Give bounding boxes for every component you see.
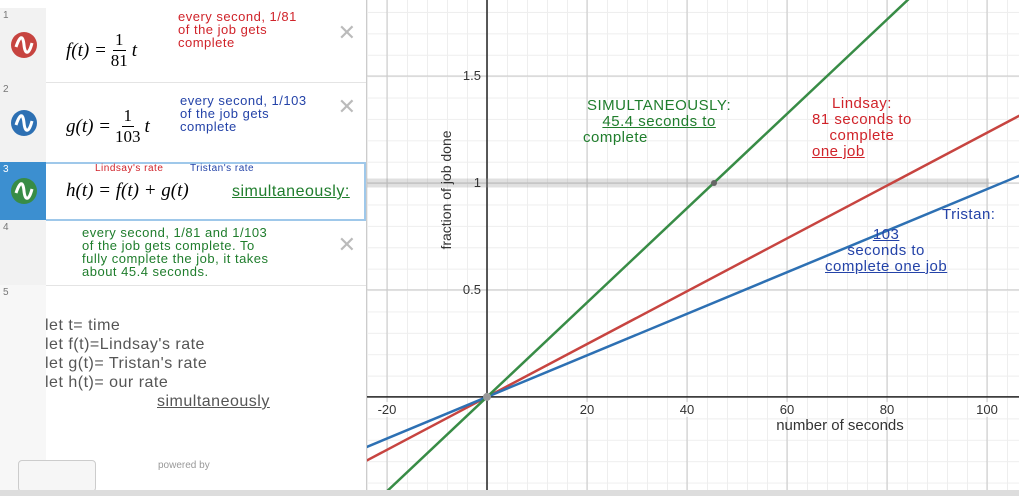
x-axis-label: number of seconds bbox=[776, 417, 904, 434]
expression-row[interactable]: 3 h(t) = f(t) + g(t) bbox=[0, 162, 366, 221]
number: 2 bbox=[3, 84, 9, 95]
annotation-line: one job bbox=[812, 143, 865, 160]
number: 5 bbox=[3, 287, 9, 298]
y-tick-label: 1.5 bbox=[463, 68, 481, 83]
numerator: 1 bbox=[113, 30, 126, 51]
x-tick-label: 60 bbox=[780, 402, 794, 417]
note-line: complete bbox=[180, 119, 237, 134]
expression-row[interactable]: 1 f(t) = 1 81 t ✕ bbox=[0, 8, 366, 83]
numerator: 1 bbox=[121, 106, 135, 127]
empty-row[interactable]: 5 bbox=[0, 285, 366, 490]
denominator: 103 bbox=[115, 127, 141, 146]
bottom-bar bbox=[0, 490, 1019, 496]
annotation: 103 seconds to complete one job bbox=[825, 227, 947, 275]
note: simultaneously: bbox=[232, 183, 350, 200]
color-icon[interactable] bbox=[11, 178, 37, 204]
annotation: SIMULTANEOUSLY: 45.4 seconds to complete bbox=[583, 97, 732, 146]
y-tick-label: 0.5 bbox=[463, 282, 481, 297]
y-axis-label: fraction of job done bbox=[438, 130, 454, 249]
fraction: 1 81 bbox=[111, 30, 128, 71]
note-line: let g(t)= Tristan's rate bbox=[45, 355, 208, 372]
annotation: Lindsay: 81 seconds to complete one job bbox=[812, 96, 912, 160]
note-line: of the job gets bbox=[178, 22, 268, 37]
note-line: let h(t)= our rate bbox=[45, 374, 169, 391]
annotation-line: 81 seconds to bbox=[812, 111, 912, 128]
note-row[interactable]: 4 ✕ bbox=[0, 220, 366, 286]
delete-button[interactable]: ✕ bbox=[337, 232, 356, 257]
intersection-point bbox=[711, 179, 717, 186]
origin-point bbox=[483, 392, 491, 401]
note: every second, 1/81 and 1/103 of the job g… bbox=[82, 226, 269, 278]
annotation: Tristan: bbox=[942, 206, 996, 223]
annotation-line: 103 bbox=[872, 226, 900, 243]
color-icon[interactable] bbox=[11, 32, 37, 58]
formula: f(t) = 1 81 t bbox=[66, 30, 137, 71]
x-tick-label: 40 bbox=[680, 402, 694, 417]
note-line: let t= time bbox=[45, 317, 121, 334]
note: Lindsay's rate bbox=[95, 163, 164, 174]
lhs: g(t) = bbox=[66, 115, 112, 137]
color-icon[interactable] bbox=[11, 110, 37, 136]
expression-row[interactable]: 2 g(t) = 1 103 t ✕ bbox=[0, 82, 366, 163]
row-number: 4 bbox=[0, 220, 46, 285]
note-line: every second, 1/81 and 1/103 bbox=[82, 225, 268, 240]
formula-text: h(t) = f(t) + g(t) bbox=[66, 180, 189, 201]
note-line: every second, 1/103 bbox=[180, 93, 307, 108]
formula: h(t) = f(t) + g(t) bbox=[66, 180, 189, 202]
annotation-line: complete bbox=[829, 127, 895, 144]
note: Tristan's rate bbox=[190, 163, 255, 174]
note-line: of the job gets bbox=[180, 106, 270, 121]
plot: -20 20 40 60 80 100 0.5 1 1.5 number of seconds fr… bbox=[367, 0, 1019, 490]
formula: g(t) = 1 103 t bbox=[66, 106, 150, 147]
note: let t= time let f(t)=Lindsay's rate let g(… bbox=[45, 316, 270, 411]
tick-label-bg bbox=[675, 401, 699, 417]
tick-label-bg bbox=[775, 401, 799, 417]
annotation-line: SIMULTANEOUSLY: bbox=[587, 97, 732, 114]
lhs: f(t) = bbox=[66, 39, 107, 61]
delete-button[interactable]: ✕ bbox=[337, 20, 356, 45]
number: 3 bbox=[3, 164, 9, 175]
variable: t bbox=[144, 115, 150, 137]
fraction: 1 103 bbox=[115, 106, 141, 147]
annotation-line: Lindsay: bbox=[832, 95, 892, 112]
tick-label-bg bbox=[975, 401, 999, 417]
number: 1 bbox=[3, 10, 9, 21]
variable: t bbox=[131, 39, 138, 61]
graph-paper[interactable]: -20 20 40 60 80 100 0.5 1 1.5 number of seconds fr… bbox=[367, 0, 1019, 490]
x-tick-label: 20 bbox=[580, 402, 594, 417]
x-tick-label: 80 bbox=[880, 402, 894, 417]
note-line: fully complete the job, it takes bbox=[82, 251, 269, 266]
annotation-line: complete one job bbox=[825, 258, 948, 275]
y-tick-label: 1 bbox=[474, 175, 481, 190]
annotation-line: seconds to bbox=[847, 242, 925, 259]
annotation-line: 45.4 seconds to bbox=[602, 113, 716, 130]
powered-by: powered by bbox=[158, 460, 210, 471]
denominator: 81 bbox=[110, 51, 128, 70]
delete-button[interactable]: ✕ bbox=[337, 94, 356, 119]
note: every second, 1/81 of the job gets complet… bbox=[178, 10, 297, 49]
note-line: about 45.4 seconds. bbox=[82, 264, 209, 279]
note-line: complete bbox=[178, 35, 235, 50]
note: every second, 1/103 of the job gets comple… bbox=[180, 94, 307, 133]
keyboard-button[interactable] bbox=[18, 460, 96, 492]
tick-label-bg bbox=[875, 401, 899, 417]
row-number: 5 bbox=[0, 285, 46, 490]
tick-label-bg bbox=[575, 401, 599, 417]
expression-list: 1 f(t) = 1 81 t ✕ 2 g(t) = 1 103 t ✕ 3 h(t) = … bbox=[0, 0, 367, 492]
note-line: simultaneously bbox=[157, 393, 270, 410]
tick-label-bg bbox=[375, 401, 399, 417]
x-tick-label: 100 bbox=[976, 402, 998, 417]
x-tick-label: -20 bbox=[378, 402, 397, 417]
note-line: of the job gets complete. To bbox=[82, 238, 255, 253]
note-line: let f(t)=Lindsay's rate bbox=[45, 336, 205, 353]
annotation-line: complete bbox=[583, 129, 648, 146]
number: 4 bbox=[3, 222, 9, 233]
note-line: every second, 1/81 bbox=[178, 9, 297, 24]
